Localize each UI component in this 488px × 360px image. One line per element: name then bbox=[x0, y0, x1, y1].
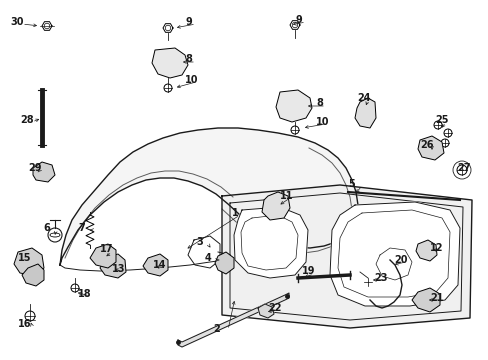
Polygon shape bbox=[258, 304, 273, 318]
Text: 22: 22 bbox=[267, 303, 281, 313]
Text: 20: 20 bbox=[393, 255, 407, 265]
Text: 2: 2 bbox=[213, 324, 219, 334]
Text: 25: 25 bbox=[434, 115, 447, 125]
Text: 28: 28 bbox=[20, 115, 34, 125]
Text: 24: 24 bbox=[356, 93, 370, 103]
Polygon shape bbox=[22, 264, 44, 286]
Text: 1: 1 bbox=[231, 208, 238, 218]
Polygon shape bbox=[417, 136, 443, 160]
Text: 26: 26 bbox=[419, 140, 433, 150]
Text: 17: 17 bbox=[100, 244, 113, 254]
Polygon shape bbox=[142, 254, 168, 276]
Text: 12: 12 bbox=[429, 243, 443, 253]
Polygon shape bbox=[275, 90, 311, 122]
Polygon shape bbox=[100, 254, 126, 278]
Polygon shape bbox=[14, 248, 44, 276]
Text: 27: 27 bbox=[456, 163, 469, 173]
Polygon shape bbox=[354, 98, 375, 128]
Text: 29: 29 bbox=[28, 163, 41, 173]
Text: 15: 15 bbox=[18, 253, 31, 263]
Polygon shape bbox=[60, 128, 357, 265]
Text: 23: 23 bbox=[373, 273, 386, 283]
Polygon shape bbox=[152, 48, 187, 78]
Text: 7: 7 bbox=[78, 223, 84, 233]
Text: 21: 21 bbox=[429, 293, 443, 303]
Text: 10: 10 bbox=[315, 117, 329, 127]
Polygon shape bbox=[215, 252, 234, 274]
Text: 19: 19 bbox=[302, 266, 315, 276]
Text: 4: 4 bbox=[204, 253, 211, 263]
Text: 30: 30 bbox=[10, 17, 23, 27]
Text: 18: 18 bbox=[78, 289, 91, 299]
Polygon shape bbox=[178, 293, 288, 347]
Text: 5: 5 bbox=[347, 179, 354, 189]
Text: 8: 8 bbox=[315, 98, 322, 108]
Polygon shape bbox=[33, 162, 55, 182]
Polygon shape bbox=[234, 207, 307, 278]
Text: 10: 10 bbox=[184, 75, 198, 85]
Text: 11: 11 bbox=[280, 191, 293, 201]
Text: 3: 3 bbox=[196, 237, 203, 247]
Text: 9: 9 bbox=[294, 15, 301, 25]
Polygon shape bbox=[90, 244, 116, 268]
Polygon shape bbox=[415, 240, 436, 261]
Text: 9: 9 bbox=[184, 17, 191, 27]
Polygon shape bbox=[222, 185, 471, 328]
Text: 13: 13 bbox=[112, 264, 125, 274]
Text: 6: 6 bbox=[43, 223, 50, 233]
Polygon shape bbox=[262, 192, 289, 220]
Polygon shape bbox=[411, 288, 439, 312]
Text: 16: 16 bbox=[18, 319, 31, 329]
Polygon shape bbox=[329, 202, 459, 306]
Text: 8: 8 bbox=[184, 54, 191, 64]
Text: 14: 14 bbox=[153, 260, 166, 270]
